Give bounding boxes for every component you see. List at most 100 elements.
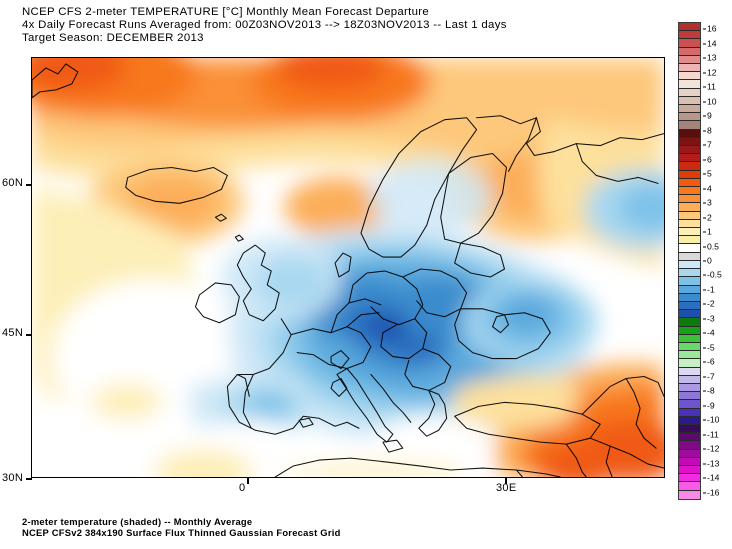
axis-tick-30n	[26, 478, 32, 480]
colorbar-swatch	[679, 23, 700, 32]
axis-tick-30e	[505, 478, 507, 484]
colorbar-label: 13	[707, 52, 717, 63]
colorbar-label: 0.5	[707, 241, 719, 251]
axis-label-30n: 30N	[2, 472, 24, 484]
colorbar-tick	[703, 173, 706, 175]
axis-label-45n: 45N	[2, 327, 24, 339]
colorbar-swatch	[679, 252, 700, 261]
colorbar-label: -2	[707, 298, 715, 309]
colorbar-label: 7	[707, 139, 712, 150]
colorbar-swatch	[679, 162, 700, 171]
colorbar-swatch	[679, 416, 700, 425]
colorbar-label: 9	[707, 110, 712, 121]
colorbar-swatch	[679, 375, 700, 384]
colorbar-label: -14	[707, 472, 720, 483]
colorbar-swatch	[679, 285, 700, 294]
colorbar-swatch	[679, 72, 700, 81]
colorbar-label: 1	[707, 226, 712, 237]
colorbar-label: 14	[707, 38, 717, 49]
title-line-3: Target Season: DECEMBER 2013	[22, 32, 204, 45]
colorbar-tick	[703, 115, 706, 117]
colorbar-swatch	[679, 318, 700, 327]
map-plot-area[interactable]	[31, 57, 665, 478]
colorbar-labels: 16 14 13 12 11 10 9 8 7 6 5 4 3 2 1 0.5 0 -0.5 -1 -2 -3 -4 -5 -…	[703, 22, 732, 500]
colorbar-tick	[703, 419, 706, 421]
colorbar-label: -5	[707, 342, 715, 353]
colorbar-swatch	[679, 154, 700, 163]
colorbar-swatch	[679, 424, 700, 434]
footer-block: 2-meter temperature (shaded) -- Monthly …	[22, 516, 542, 539]
colorbar-swatch	[679, 269, 700, 278]
temperature-anomaly-heatmap	[32, 58, 664, 477]
colorbar-swatch	[679, 260, 700, 270]
colorbar-swatch	[679, 383, 700, 393]
colorbar-tick	[703, 274, 706, 276]
colorbar-tick	[703, 57, 706, 59]
colorbar-swatch	[679, 55, 700, 65]
colorbar-tick	[703, 72, 706, 74]
colorbar-tick	[703, 332, 706, 334]
axis-tick-0	[247, 478, 249, 484]
colorbar-swatch	[679, 244, 700, 253]
colorbar-label: 0	[707, 255, 712, 266]
colorbar-swatch	[679, 351, 700, 360]
colorbar-swatch	[679, 96, 700, 106]
footer-line-1: 2-meter temperature (shaded) -- Monthly …	[22, 516, 253, 527]
colorbar-tick	[703, 217, 706, 219]
colorbar-tick	[703, 405, 706, 407]
colorbar-tick	[703, 434, 706, 436]
colorbar-swatch	[679, 219, 700, 229]
colorbar-swatch	[679, 342, 700, 352]
colorbar-tick	[703, 86, 706, 88]
colorbar-label: -3	[707, 313, 715, 324]
colorbar-label: -4	[707, 327, 715, 338]
colorbar-label: -12	[707, 443, 720, 454]
title-block: NCEP CFS 2-meter TEMPERATURE [°C] Monthl…	[22, 6, 662, 46]
colorbar-label: 10	[707, 96, 717, 107]
colorbar-swatch	[679, 310, 700, 319]
colorbar-swatch	[679, 88, 700, 97]
colorbar-swatch	[679, 80, 700, 89]
colorbar-label: -7	[707, 371, 715, 382]
colorbar-swatch	[679, 121, 700, 130]
colorbar-label: 3	[707, 197, 712, 208]
colorbar-tick	[703, 231, 706, 233]
colorbar-swatch	[679, 113, 700, 122]
colorbar-swatch	[679, 367, 700, 376]
colorbar-swatch	[679, 64, 700, 73]
axis-label-30e: 30E	[496, 482, 517, 494]
colorbar-swatch	[679, 195, 700, 204]
colorbar-tick	[703, 101, 706, 103]
colorbar-tick	[703, 246, 706, 247]
colorbar-tick	[703, 477, 706, 479]
colorbar-tick	[703, 361, 706, 363]
colorbar-swatch	[679, 187, 700, 196]
colorbar-tick	[703, 492, 706, 494]
colorbar-label: 2	[707, 212, 712, 223]
colorbar-label: 16	[707, 23, 717, 34]
colorbar-tick	[703, 463, 706, 465]
colorbar-label: -6	[707, 356, 715, 367]
colorbar-label: 8	[707, 125, 712, 136]
colorbar-swatch	[679, 449, 700, 458]
colorbar-tick	[703, 260, 706, 262]
colorbar-swatch	[679, 236, 700, 245]
colorbar-swatch	[679, 203, 700, 212]
colorbar-tick	[703, 159, 706, 161]
axis-label-0: 0	[239, 482, 246, 494]
axis-label-60n: 60N	[2, 177, 24, 189]
colorbar-tick	[703, 347, 706, 349]
colorbar-swatch	[679, 137, 700, 147]
colorbar-label: -13	[707, 458, 720, 469]
colorbar[interactable]	[678, 22, 701, 500]
colorbar-swatch	[679, 457, 700, 466]
colorbar-swatch	[679, 47, 700, 56]
colorbar-swatch	[679, 433, 700, 442]
colorbar-tick	[703, 130, 706, 132]
colorbar-swatch	[679, 293, 700, 302]
colorbar-label: 11	[707, 81, 716, 92]
colorbar-swatch	[679, 392, 700, 401]
footer-line-2: NCEP CFSv2 384x190 Surface Flux Thinned …	[22, 527, 341, 539]
colorbar-swatch	[679, 490, 700, 499]
colorbar-swatch	[679, 482, 700, 491]
